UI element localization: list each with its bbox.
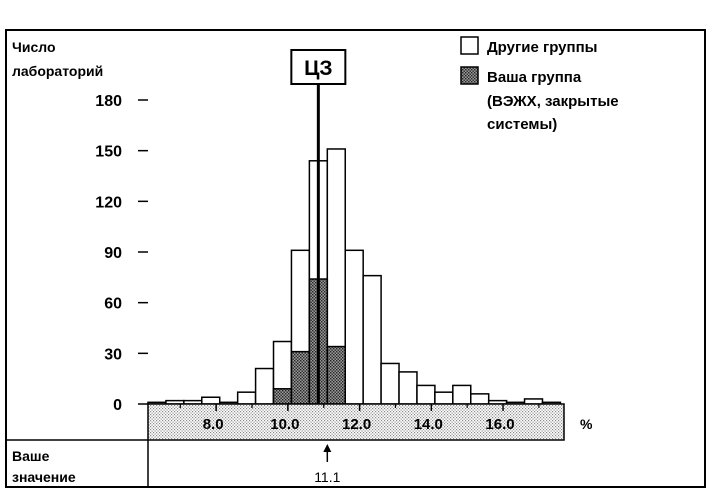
legend-label-yours-line1: Ваша группа — [487, 69, 582, 86]
chart-frame — [5, 29, 706, 488]
y-tick-label: 90 — [104, 245, 122, 262]
x-axis-unit: % — [580, 416, 593, 432]
bar-other-groups — [523, 398, 544, 405]
bar-other-groups — [398, 371, 418, 405]
bar-other-groups — [416, 384, 436, 405]
bar-other-groups — [452, 384, 472, 405]
x-axis-band — [147, 403, 565, 441]
y-tick-label: 180 — [95, 93, 122, 110]
legend-swatch-other — [460, 36, 479, 55]
bar-your-group — [290, 350, 311, 405]
y-axis-ticks: 0 30 60 90 120 150 180 — [95, 93, 148, 414]
x-tick-label: 12.0 — [342, 416, 371, 433]
bar-other-groups — [344, 249, 364, 405]
reference-label: ЦЗ — [304, 57, 333, 80]
x-tick-label: 14.0 — [414, 416, 443, 433]
bars-other-groups — [147, 148, 562, 405]
x-tick-label: 10.0 — [270, 416, 299, 433]
your-value-number: 11.1 — [314, 469, 340, 485]
bar-other-groups — [434, 391, 454, 405]
reference-label-box — [290, 49, 347, 85]
bar-other-groups — [362, 274, 382, 405]
reference-line: ЦЗ — [290, 49, 347, 404]
your-value-marker: 11.1 — [314, 444, 341, 485]
bar-your-group — [326, 345, 346, 405]
y-tick-label: 150 — [95, 144, 122, 161]
y-axis-label-line2: лабораторий — [12, 63, 103, 79]
y-tick-label: 120 — [95, 194, 122, 211]
bar-your-group — [272, 388, 293, 405]
legend-label-yours-line2: (ВЭЖХ, закрытые — [487, 93, 619, 110]
bar-other-groups — [254, 367, 275, 405]
legend-swatch-yours — [460, 66, 479, 85]
legend: Другие группы Ваша группа (ВЭЖХ, закрыты… — [460, 36, 619, 133]
x-axis-ticks: 8.0 10.0 12.0 14.0 16.0 — [179, 404, 540, 433]
bar-other-groups — [380, 362, 400, 405]
bar-other-groups — [236, 391, 257, 405]
y-axis-label-line1: Число — [12, 39, 56, 55]
legend-label-yours-line3: системы) — [487, 116, 557, 133]
bar-other-groups — [201, 396, 221, 405]
x-tick-label: 8.0 — [203, 416, 224, 433]
your-value-arrow-head — [323, 444, 332, 452]
your-value-label-line1: Ваше — [12, 448, 50, 464]
bar-other-groups — [470, 393, 490, 405]
your-value-label-line2: значение — [12, 469, 76, 485]
y-tick-label: 30 — [104, 346, 122, 363]
y-tick-label: 60 — [104, 296, 122, 313]
x-tick-label: 16.0 — [485, 416, 514, 433]
y-tick-label: 0 — [113, 397, 122, 414]
legend-label-other: Другие группы — [487, 39, 597, 56]
